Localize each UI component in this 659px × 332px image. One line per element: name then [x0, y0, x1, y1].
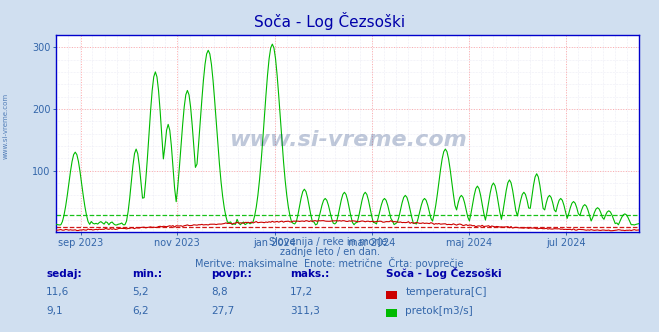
Text: maks.:: maks.:	[290, 269, 330, 279]
Text: zadnje leto / en dan.: zadnje leto / en dan.	[279, 247, 380, 257]
Text: 17,2: 17,2	[290, 288, 313, 297]
Text: 9,1: 9,1	[46, 306, 63, 316]
Text: Slovenija / reke in morje.: Slovenija / reke in morje.	[269, 237, 390, 247]
Text: 27,7: 27,7	[211, 306, 234, 316]
Text: 5,2: 5,2	[132, 288, 148, 297]
Text: pretok[m3/s]: pretok[m3/s]	[405, 306, 473, 316]
Text: www.si-vreme.com: www.si-vreme.com	[2, 93, 9, 159]
Text: povpr.:: povpr.:	[211, 269, 252, 279]
Text: 11,6: 11,6	[46, 288, 69, 297]
Text: 8,8: 8,8	[211, 288, 227, 297]
Text: temperatura[C]: temperatura[C]	[405, 288, 487, 297]
Text: Meritve: maksimalne  Enote: metrične  Črta: povprečje: Meritve: maksimalne Enote: metrične Črta…	[195, 257, 464, 269]
Text: Soča - Log Čezsoški: Soča - Log Čezsoški	[386, 267, 501, 279]
Text: sedaj:: sedaj:	[46, 269, 82, 279]
Text: min.:: min.:	[132, 269, 162, 279]
Text: 311,3: 311,3	[290, 306, 320, 316]
Text: www.si-vreme.com: www.si-vreme.com	[229, 129, 467, 149]
Text: 6,2: 6,2	[132, 306, 148, 316]
Text: Soča - Log Čezsoški: Soča - Log Čezsoški	[254, 12, 405, 30]
